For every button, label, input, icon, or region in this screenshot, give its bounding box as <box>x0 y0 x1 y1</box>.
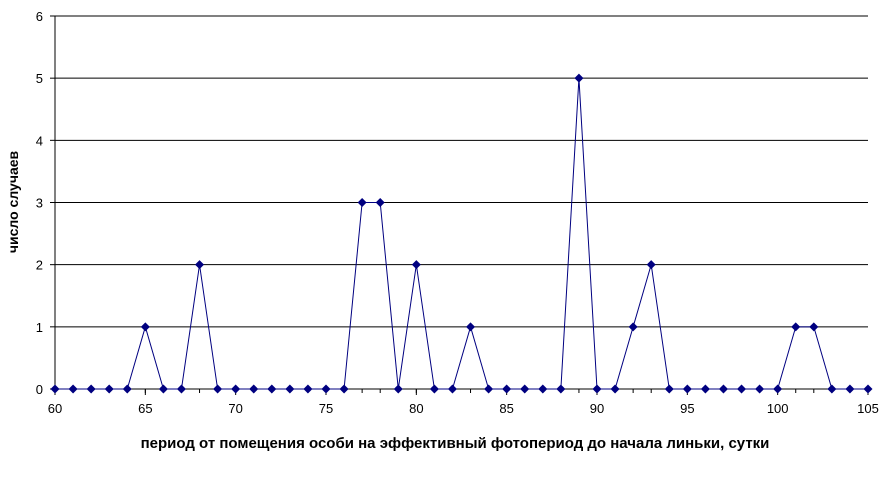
data-point <box>574 73 584 83</box>
x-tick-label: 70 <box>228 401 242 416</box>
data-point <box>213 384 223 394</box>
data-point <box>556 384 566 394</box>
data-point <box>267 384 277 394</box>
data-point <box>195 260 205 270</box>
y-tick-label: 6 <box>36 9 43 24</box>
data-point <box>176 384 186 394</box>
data-point <box>809 322 819 332</box>
y-axis-label: число случаев <box>5 150 21 253</box>
data-point <box>520 384 530 394</box>
y-tick-label: 4 <box>36 133 43 148</box>
chart-svg: число случаев 0 1 2 3 4 5 6 60 65 70 75 80 85 90 95 100… <box>5 9 879 416</box>
data-point <box>140 322 150 332</box>
y-tick-label: 3 <box>36 196 43 211</box>
data-point <box>592 384 602 394</box>
data-point <box>231 384 241 394</box>
x-tick-label: 100 <box>767 401 789 416</box>
data-point <box>610 384 620 394</box>
x-tick-label: 85 <box>499 401 513 416</box>
data-point <box>863 384 873 394</box>
data-point <box>447 384 457 394</box>
y-tick-label: 5 <box>36 71 43 86</box>
y-tick-label: 2 <box>36 258 43 273</box>
data-point <box>303 384 313 394</box>
x-tick-label: 65 <box>138 401 152 416</box>
data-point <box>429 384 439 394</box>
data-point <box>249 384 259 394</box>
x-tick-label: 95 <box>680 401 694 416</box>
data-point <box>664 384 674 394</box>
data-point <box>285 384 295 394</box>
data-line <box>55 78 868 390</box>
x-tick-label: 75 <box>319 401 333 416</box>
data-point <box>122 384 132 394</box>
data-point <box>700 384 710 394</box>
data-point <box>718 384 728 394</box>
data-point <box>50 384 60 394</box>
x-tick-label: 90 <box>590 401 604 416</box>
data-point <box>737 384 747 394</box>
data-point <box>104 384 114 394</box>
data-point <box>502 384 512 394</box>
data-point <box>411 260 421 270</box>
data-point <box>646 260 656 270</box>
x-tick-label: 80 <box>409 401 423 416</box>
data-point <box>845 384 855 394</box>
x-axis-label: период от помещения особи на эффективный… <box>140 435 770 452</box>
data-point <box>628 322 638 332</box>
data-point <box>393 384 403 394</box>
y-tick-label: 0 <box>36 382 43 397</box>
data-point <box>339 384 349 394</box>
x-tick-label: 105 <box>857 401 879 416</box>
data-point <box>321 384 331 394</box>
data-point <box>827 384 837 394</box>
x-tick-label: 60 <box>48 401 62 416</box>
data-point <box>68 384 78 394</box>
data-point <box>86 384 96 394</box>
data-point <box>755 384 765 394</box>
data-point <box>791 322 801 332</box>
data-point <box>484 384 494 394</box>
data-point <box>682 384 692 394</box>
data-point <box>375 198 385 207</box>
data-point <box>466 322 476 332</box>
data-point <box>158 384 168 394</box>
data-point <box>773 384 783 394</box>
data-point <box>538 384 548 394</box>
y-tick-label: 1 <box>36 320 43 335</box>
data-point <box>357 198 367 207</box>
